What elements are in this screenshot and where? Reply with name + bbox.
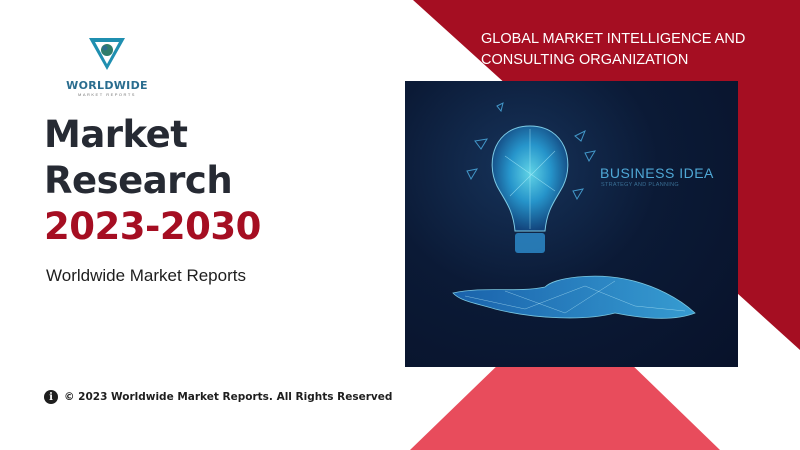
title-line-2: Research xyxy=(44,159,233,202)
subtitle: Worldwide Market Reports xyxy=(46,266,246,285)
info-icon: i xyxy=(44,390,58,404)
copyright-text: © 2023 Worldwide Market Reports. All Rig… xyxy=(64,391,393,403)
title-years: 2023-2030 xyxy=(44,205,261,248)
lightbulb-hand-illustration xyxy=(452,102,696,319)
logo-subtitle: MARKET REPORTS xyxy=(78,92,136,97)
logo-name: WORLDWIDE xyxy=(66,79,148,92)
globe-triangle-icon xyxy=(89,38,125,70)
tagline: GLOBAL MARKET INTELLIGENCE AND CONSULTIN… xyxy=(481,29,745,71)
business-idea-image: BUSINESS IDEA STRATEGY AND PLANNING xyxy=(405,81,738,367)
lightbulb-icon xyxy=(491,125,569,253)
pink-triangle xyxy=(410,300,720,450)
copyright-footer: i © 2023 Worldwide Market Reports. All R… xyxy=(44,390,392,404)
title-line-1: Market xyxy=(44,113,188,156)
hand-icon xyxy=(452,275,696,319)
tagline-line-1: GLOBAL MARKET INTELLIGENCE AND xyxy=(481,31,746,47)
logo: WORLDWIDE MARKET REPORTS xyxy=(62,36,152,97)
tagline-line-2: CONSULTING ORGANIZATION xyxy=(481,52,689,68)
page-title: Market Research 2023-2030 xyxy=(44,112,261,250)
triangle-particles xyxy=(466,102,597,201)
photo-subline: STRATEGY AND PLANNING xyxy=(601,182,679,188)
photo-headline: BUSINESS IDEA xyxy=(600,165,714,181)
